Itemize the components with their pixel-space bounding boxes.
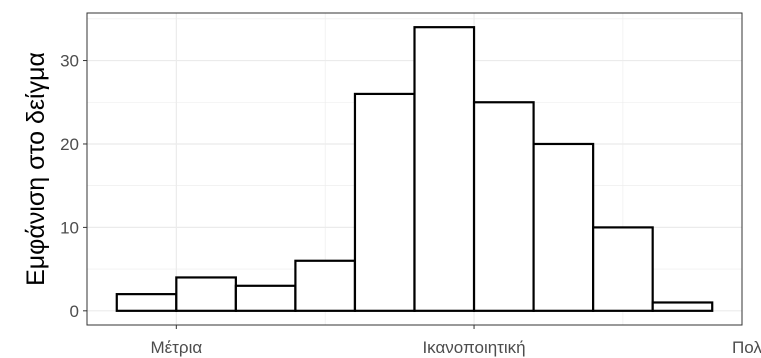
histogram-bar: [651, 301, 714, 312]
histogram-bar: [532, 142, 595, 312]
histogram-bar: [472, 101, 535, 312]
panel-border: [86, 12, 743, 326]
histogram-bars: [115, 26, 714, 312]
y-tick-label: 10: [60, 218, 79, 237]
x-tick-label: Ικανοποιητική: [422, 338, 525, 357]
histogram-bar: [115, 293, 178, 312]
histogram-bar: [413, 26, 476, 312]
y-tick-label: 0: [70, 302, 79, 321]
y-axis: 0 10 20 30: [60, 52, 87, 321]
histogram-bar: [592, 226, 654, 312]
histogram-bar: [353, 92, 416, 312]
y-tick-label: 30: [60, 52, 79, 71]
histogram-bar: [294, 259, 357, 312]
histogram-bar: [234, 284, 297, 312]
x-axis: Μέτρια Ικανοποιητική Πολύ καλή: [150, 325, 761, 357]
x-tick-label: Πολύ καλή: [732, 338, 761, 357]
x-tick-label: Μέτρια: [150, 338, 202, 357]
y-tick-label: 20: [60, 135, 79, 154]
y-axis-title: Εμφάνιση στο δείγμα: [22, 52, 50, 286]
histogram-bar: [175, 276, 237, 312]
